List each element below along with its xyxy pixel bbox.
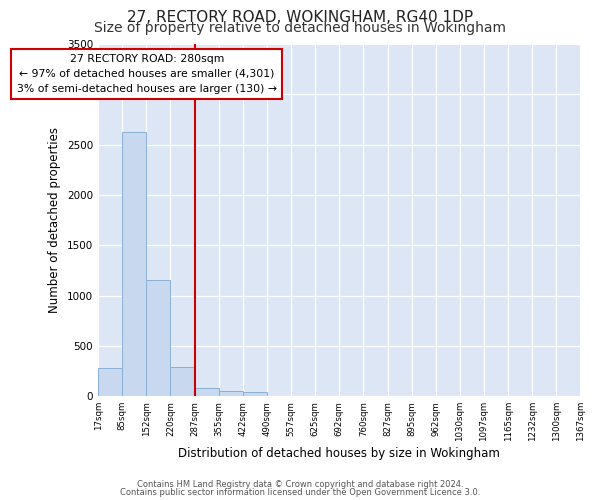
Bar <box>122 132 146 396</box>
Bar <box>98 368 122 396</box>
X-axis label: Distribution of detached houses by size in Wokingham: Distribution of detached houses by size … <box>178 447 500 460</box>
Bar <box>146 280 170 396</box>
Text: 27 RECTORY ROAD: 280sqm
← 97% of detached houses are smaller (4,301)
3% of semi-: 27 RECTORY ROAD: 280sqm ← 97% of detache… <box>17 54 277 94</box>
Y-axis label: Number of detached properties: Number of detached properties <box>49 127 61 313</box>
Text: Size of property relative to detached houses in Wokingham: Size of property relative to detached ho… <box>94 21 506 35</box>
Text: Contains public sector information licensed under the Open Government Licence 3.: Contains public sector information licen… <box>120 488 480 497</box>
Bar <box>243 392 267 396</box>
Text: Contains HM Land Registry data © Crown copyright and database right 2024.: Contains HM Land Registry data © Crown c… <box>137 480 463 489</box>
Bar <box>218 391 243 396</box>
Bar <box>170 367 194 396</box>
Text: 27, RECTORY ROAD, WOKINGHAM, RG40 1DP: 27, RECTORY ROAD, WOKINGHAM, RG40 1DP <box>127 10 473 25</box>
Bar <box>194 388 218 396</box>
